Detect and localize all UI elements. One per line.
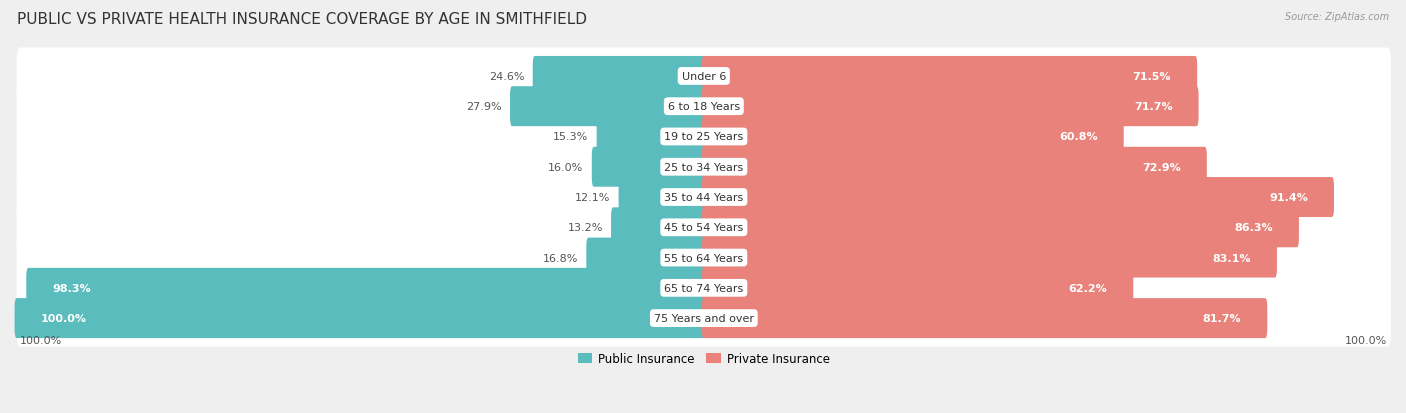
- FancyBboxPatch shape: [702, 268, 1133, 308]
- FancyBboxPatch shape: [592, 147, 706, 187]
- FancyBboxPatch shape: [702, 87, 1198, 127]
- FancyBboxPatch shape: [533, 57, 706, 97]
- Text: 15.3%: 15.3%: [553, 132, 588, 142]
- FancyBboxPatch shape: [17, 230, 1391, 286]
- Text: Source: ZipAtlas.com: Source: ZipAtlas.com: [1285, 12, 1389, 22]
- FancyBboxPatch shape: [702, 57, 1198, 97]
- Text: 98.3%: 98.3%: [52, 283, 91, 293]
- FancyBboxPatch shape: [586, 238, 706, 278]
- FancyBboxPatch shape: [17, 48, 1391, 105]
- FancyBboxPatch shape: [27, 268, 706, 308]
- Text: 45 to 54 Years: 45 to 54 Years: [664, 223, 744, 233]
- FancyBboxPatch shape: [702, 238, 1277, 278]
- Text: 35 to 44 Years: 35 to 44 Years: [664, 192, 744, 202]
- Text: 12.1%: 12.1%: [575, 192, 610, 202]
- Text: 100.0%: 100.0%: [20, 335, 62, 345]
- Text: 86.3%: 86.3%: [1234, 223, 1272, 233]
- Text: 62.2%: 62.2%: [1069, 283, 1107, 293]
- FancyBboxPatch shape: [14, 299, 706, 338]
- Text: 83.1%: 83.1%: [1212, 253, 1251, 263]
- Text: 100.0%: 100.0%: [1346, 335, 1388, 345]
- Text: 81.7%: 81.7%: [1202, 313, 1241, 323]
- FancyBboxPatch shape: [702, 208, 1299, 248]
- FancyBboxPatch shape: [17, 169, 1391, 226]
- FancyBboxPatch shape: [702, 117, 1123, 157]
- Text: 71.5%: 71.5%: [1133, 72, 1171, 82]
- FancyBboxPatch shape: [17, 109, 1391, 166]
- Text: 75 Years and over: 75 Years and over: [654, 313, 754, 323]
- Text: 16.0%: 16.0%: [548, 162, 583, 172]
- Text: 24.6%: 24.6%: [489, 72, 524, 82]
- Legend: Public Insurance, Private Insurance: Public Insurance, Private Insurance: [574, 347, 834, 370]
- Text: Under 6: Under 6: [682, 72, 725, 82]
- FancyBboxPatch shape: [702, 299, 1267, 338]
- Text: 19 to 25 Years: 19 to 25 Years: [664, 132, 744, 142]
- FancyBboxPatch shape: [702, 147, 1206, 187]
- Text: 100.0%: 100.0%: [41, 313, 87, 323]
- FancyBboxPatch shape: [17, 290, 1391, 347]
- Text: 25 to 34 Years: 25 to 34 Years: [664, 162, 744, 172]
- Text: 55 to 64 Years: 55 to 64 Years: [664, 253, 744, 263]
- FancyBboxPatch shape: [17, 78, 1391, 135]
- FancyBboxPatch shape: [619, 178, 706, 218]
- FancyBboxPatch shape: [612, 208, 706, 248]
- Text: 60.8%: 60.8%: [1059, 132, 1098, 142]
- Text: 16.8%: 16.8%: [543, 253, 578, 263]
- FancyBboxPatch shape: [596, 117, 706, 157]
- Text: 13.2%: 13.2%: [568, 223, 603, 233]
- Text: 72.9%: 72.9%: [1142, 162, 1181, 172]
- FancyBboxPatch shape: [510, 87, 706, 127]
- FancyBboxPatch shape: [17, 139, 1391, 196]
- Text: PUBLIC VS PRIVATE HEALTH INSURANCE COVERAGE BY AGE IN SMITHFIELD: PUBLIC VS PRIVATE HEALTH INSURANCE COVER…: [17, 12, 586, 27]
- Text: 27.9%: 27.9%: [467, 102, 502, 112]
- Text: 65 to 74 Years: 65 to 74 Years: [664, 283, 744, 293]
- FancyBboxPatch shape: [17, 199, 1391, 256]
- Text: 71.7%: 71.7%: [1133, 102, 1173, 112]
- Text: 6 to 18 Years: 6 to 18 Years: [668, 102, 740, 112]
- FancyBboxPatch shape: [702, 178, 1334, 218]
- FancyBboxPatch shape: [17, 260, 1391, 316]
- Text: 91.4%: 91.4%: [1270, 192, 1308, 202]
